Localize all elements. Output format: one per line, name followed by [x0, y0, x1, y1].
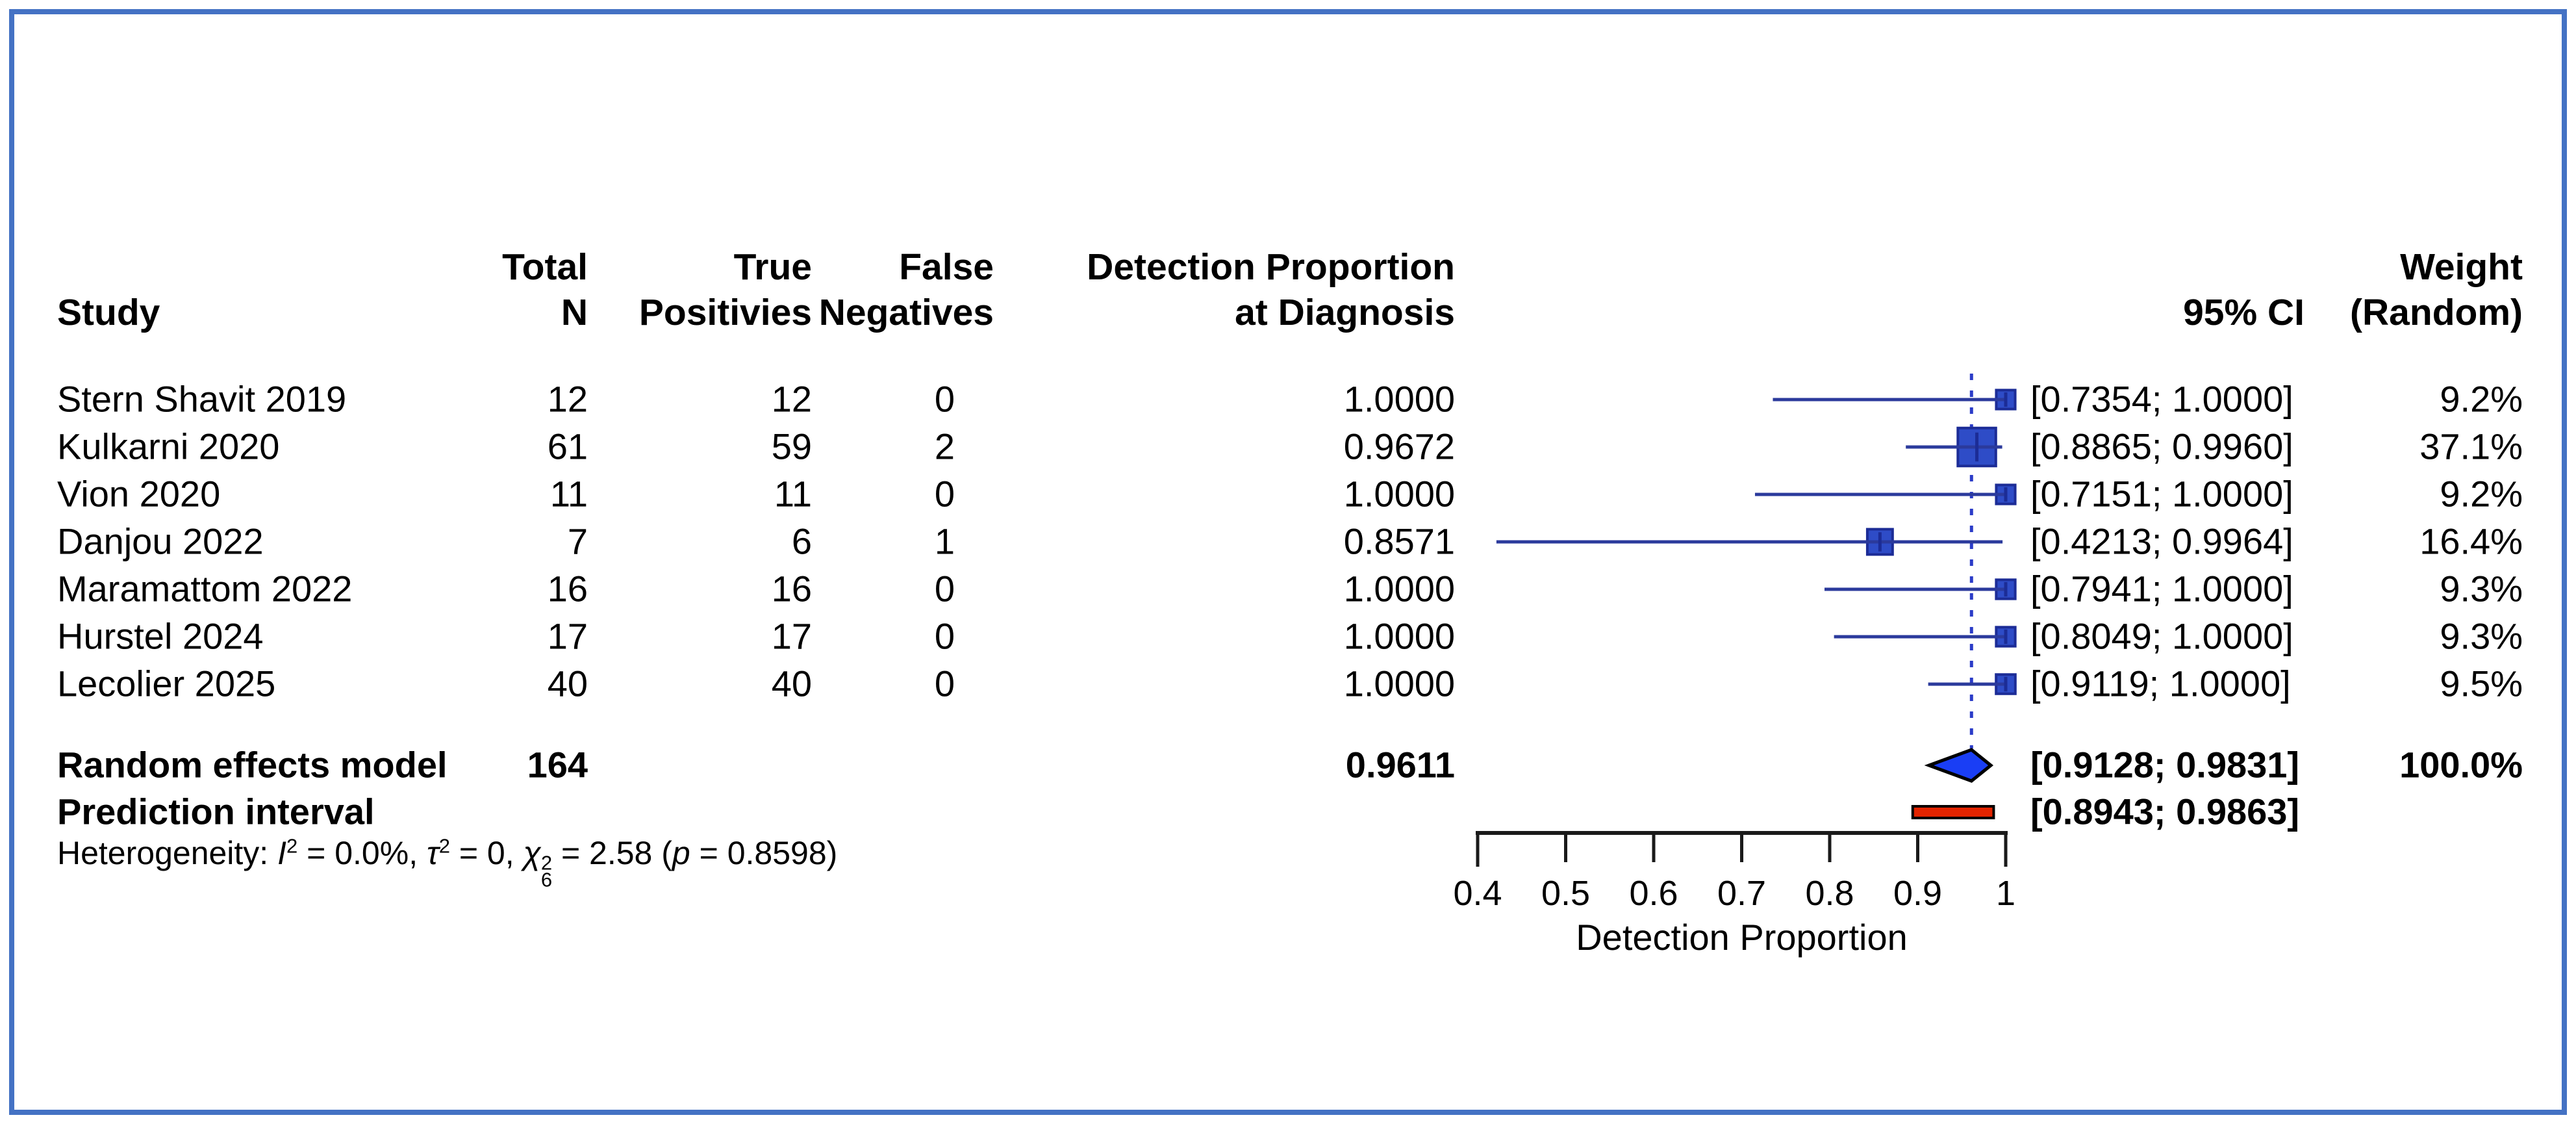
x-tick-label: 0.8: [1805, 874, 1854, 913]
weight-value: 9.2%: [2440, 473, 2523, 515]
pooled-proportion: 0.9611: [1345, 744, 1455, 786]
proportion-value: 0.9672: [1343, 426, 1455, 467]
x-tick-label: 1: [1996, 874, 2015, 913]
true-positives-value: 12: [771, 378, 812, 420]
ci-value: [0.7354; 1.0000]: [2030, 378, 2293, 420]
weight-value: 9.3%: [2440, 615, 2523, 657]
study-name: Hurstel 2024: [57, 615, 264, 657]
pooled-weight: 100.0%: [2399, 744, 2523, 786]
x-tick-label: 0.5: [1541, 874, 1590, 913]
prediction-interval-bar: [1911, 805, 1995, 819]
col-header-study: Study: [57, 292, 160, 334]
proportion-value: 1.0000: [1343, 473, 1455, 515]
col-header-weight-line2: (Random): [2350, 292, 2523, 334]
false-negatives-value: 2: [934, 426, 955, 467]
study-name: Danjou 2022: [57, 520, 264, 562]
false-negatives-value: 0: [934, 615, 955, 657]
col-header-truepos-line2: Positivies: [638, 292, 812, 334]
total-n-value: 40: [547, 663, 588, 704]
col-header-proportion-line2: at Diagnosis: [1235, 292, 1455, 334]
proportion-value: 0.8571: [1343, 520, 1455, 562]
x-tick-label: 0.4: [1453, 874, 1502, 913]
proportion-value: 1.0000: [1343, 378, 1455, 420]
col-header-proportion-line1: Detection Proportion: [1087, 246, 1455, 288]
false-negatives-value: 0: [934, 663, 955, 704]
study-name: Kulkarni 2020: [57, 426, 280, 467]
proportion-value: 1.0000: [1343, 663, 1455, 704]
ci-value: [0.8865; 0.9960]: [2030, 426, 2293, 467]
false-negatives-value: 1: [934, 520, 955, 562]
weight-value: 9.2%: [2440, 378, 2523, 420]
ci-value: [0.8049; 1.0000]: [2030, 615, 2293, 657]
pooled-diamond: [1924, 748, 1994, 783]
weight-value: 16.4%: [2419, 520, 2523, 562]
proportion-value: 1.0000: [1343, 568, 1455, 609]
ci-value: [0.9119; 1.0000]: [2030, 663, 2291, 704]
x-axis-title: Detection Proportion: [1576, 917, 1908, 958]
prediction-ci: [0.8943; 0.9863]: [2030, 791, 2300, 832]
col-header-ci: 95% CI: [2183, 292, 2305, 334]
false-negatives-value: 0: [934, 568, 955, 609]
total-n-value: 16: [547, 568, 588, 609]
weight-value: 9.3%: [2440, 568, 2523, 609]
true-positives-value: 59: [771, 426, 812, 467]
ci-value: [0.7151; 1.0000]: [2030, 473, 2293, 515]
col-header-falseneg-line2: Negatives: [818, 292, 994, 334]
true-positives-value: 16: [771, 568, 812, 609]
total-n-value: 12: [547, 378, 588, 420]
x-tick-label: 0.9: [1893, 874, 1942, 913]
false-negatives-value: 0: [934, 378, 955, 420]
col-header-total-line1: Total: [502, 246, 588, 288]
figure-border: [9, 9, 2567, 1115]
study-name: Vion 2020: [57, 473, 221, 515]
ci-value: [0.4213; 0.9964]: [2030, 520, 2293, 562]
col-header-truepos-line1: True: [733, 246, 812, 288]
col-header-falseneg-line1: False: [899, 246, 994, 288]
true-positives-value: 40: [771, 663, 812, 704]
pooled-total-n: 164: [527, 744, 588, 786]
pooled-label: Random effects model: [57, 744, 448, 786]
true-positives-value: 6: [791, 520, 812, 562]
true-positives-value: 17: [771, 615, 812, 657]
proportion-value: 1.0000: [1343, 615, 1455, 657]
true-positives-value: 11: [774, 473, 812, 515]
prediction-label: Prediction interval: [57, 791, 375, 832]
x-tick-label: 0.7: [1717, 874, 1766, 913]
x-tick-label: 0.6: [1629, 874, 1678, 913]
false-negatives-value: 0: [934, 473, 955, 515]
total-n-value: 7: [567, 520, 588, 562]
total-n-value: 11: [549, 473, 588, 515]
total-n-value: 61: [547, 426, 588, 467]
col-header-weight-line1: Weight: [2400, 246, 2523, 288]
study-name: Lecolier 2025: [57, 663, 276, 704]
col-header-total-line2: N: [561, 292, 588, 334]
weight-value: 37.1%: [2419, 426, 2523, 467]
total-n-value: 17: [547, 615, 588, 657]
study-name: Stern Shavit 2019: [57, 378, 347, 420]
study-name: Maramattom 2022: [57, 568, 353, 609]
pooled-ci: [0.9128; 0.9831]: [2030, 744, 2300, 786]
weight-value: 9.5%: [2440, 663, 2523, 704]
ci-value: [0.7941; 1.0000]: [2030, 568, 2293, 609]
